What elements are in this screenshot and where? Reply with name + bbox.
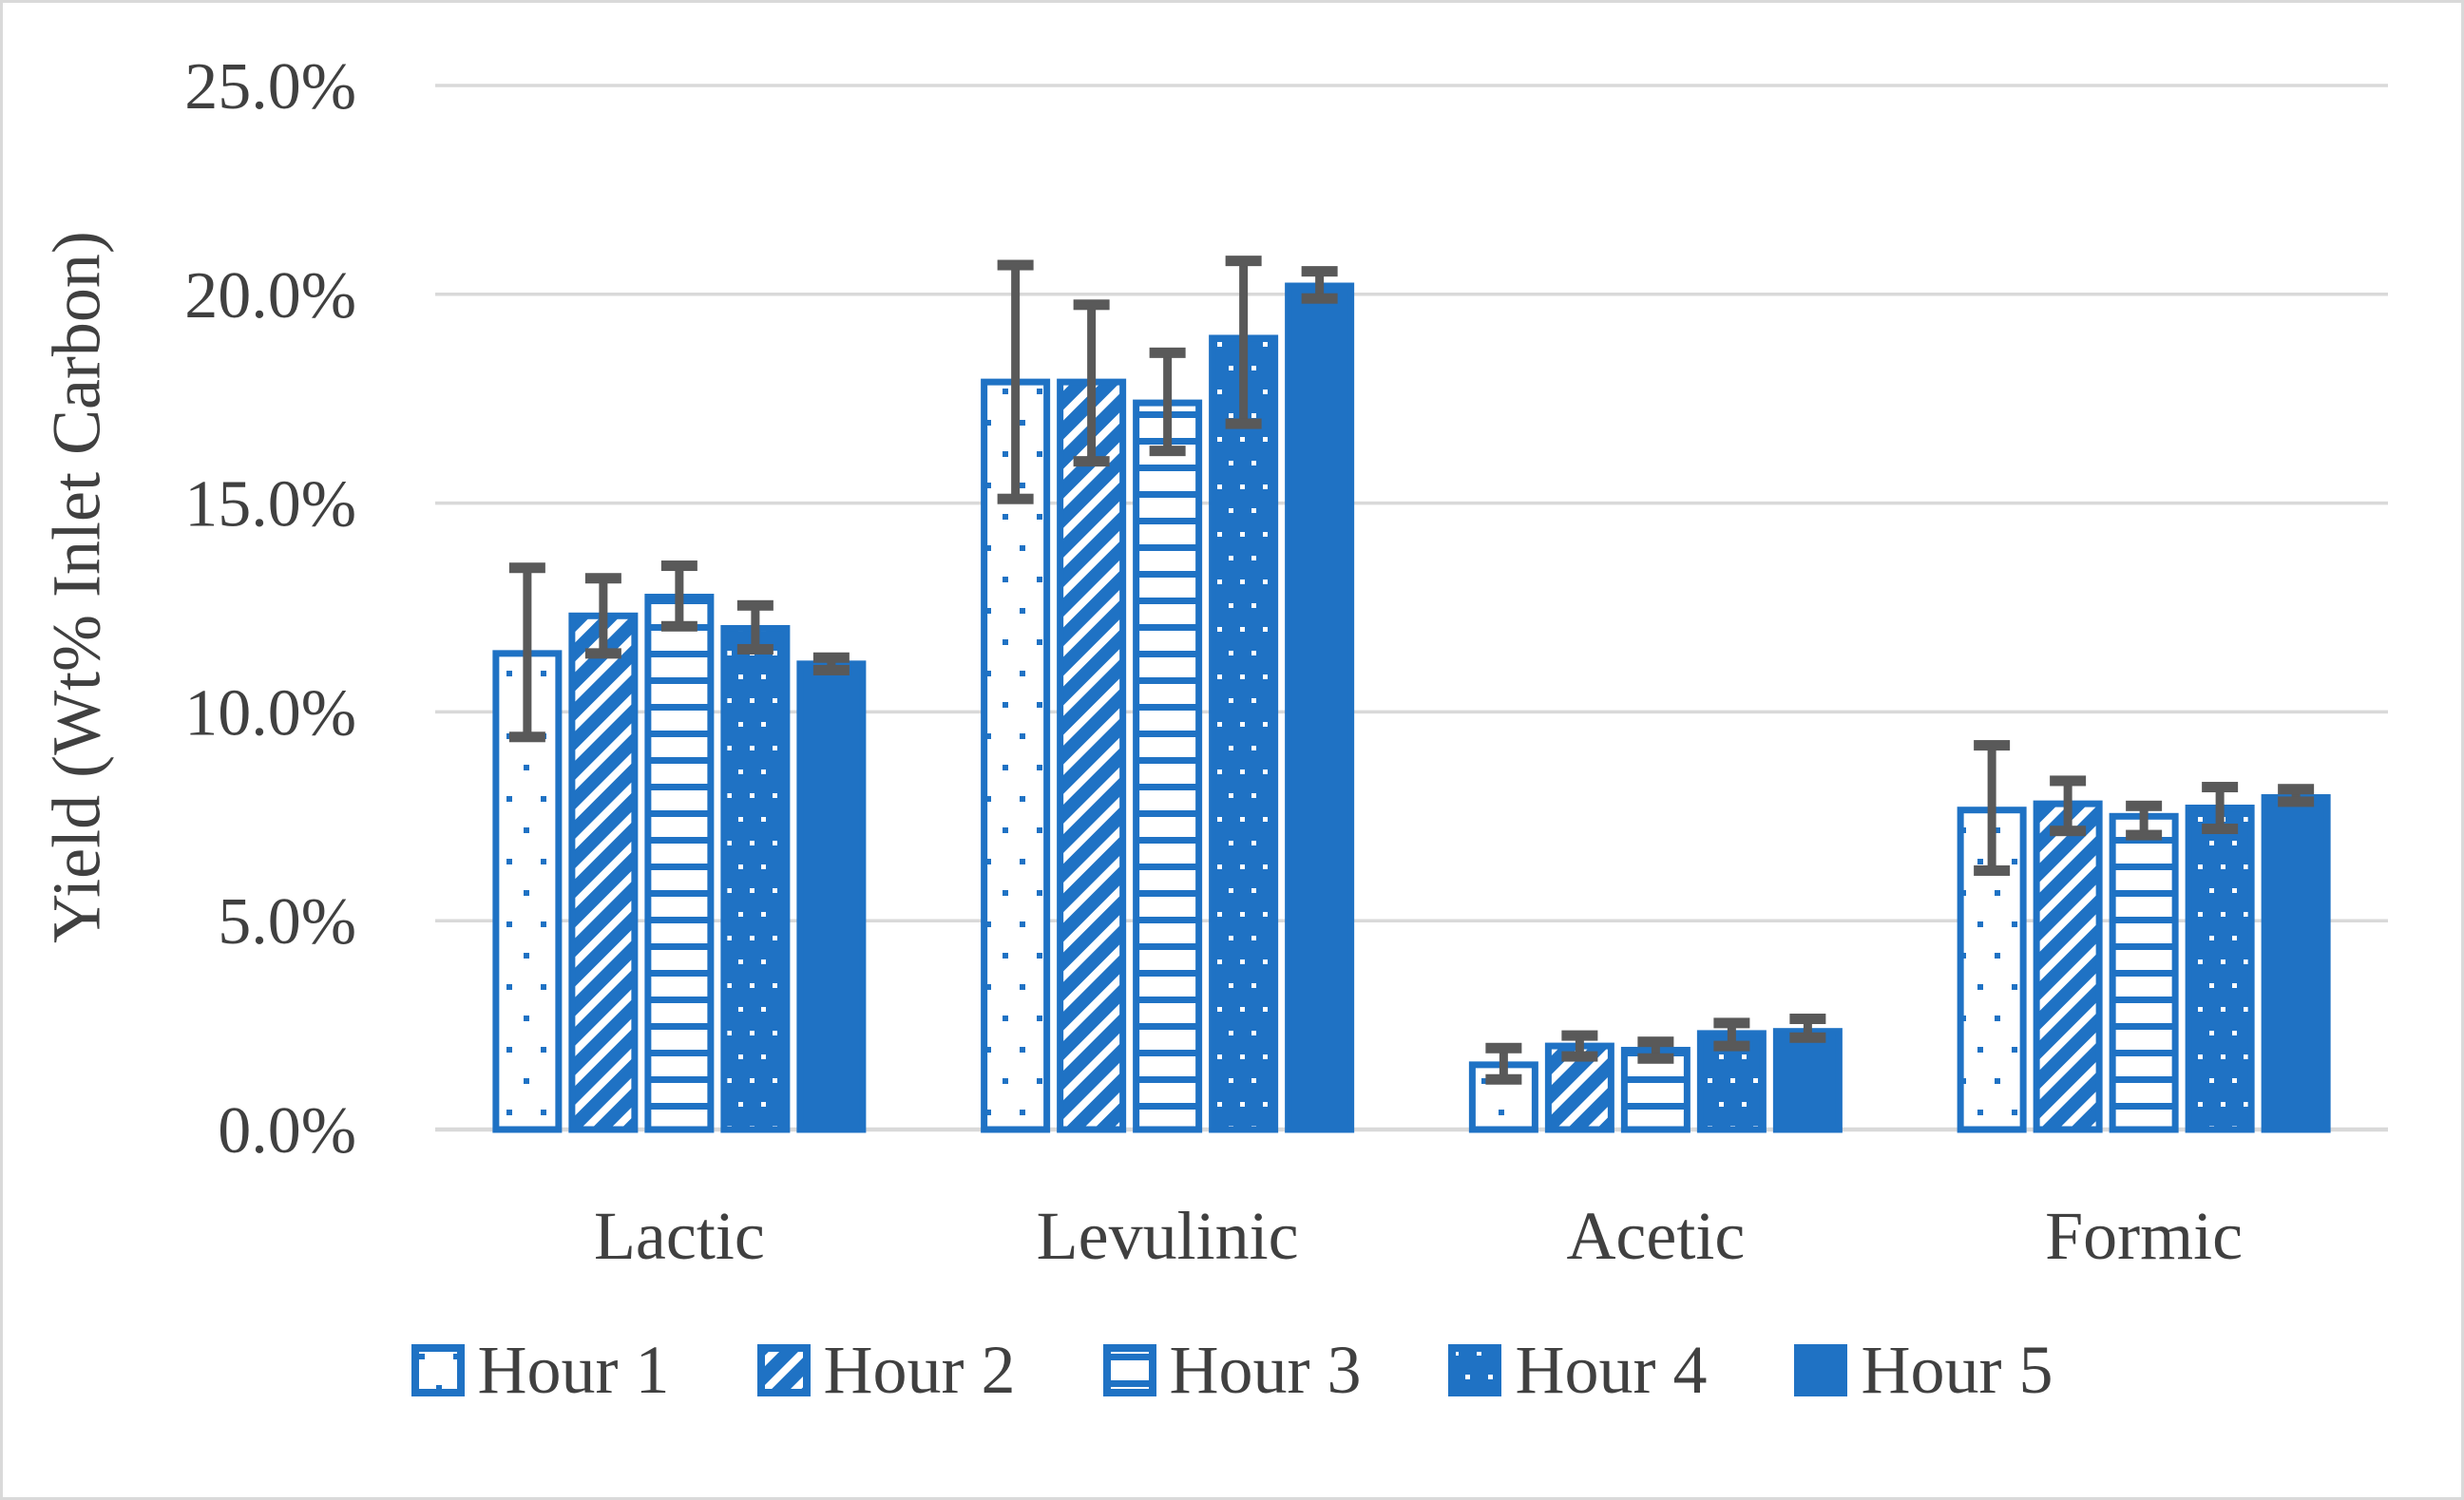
category-label-formic: Formic (2045, 1198, 2243, 1274)
error-bar-formic-hour-5 (2278, 784, 2315, 807)
error-bar-formic-hour-2 (2050, 775, 2087, 837)
error-bar-levulinic-hour-1 (997, 259, 1034, 504)
error-bar-levulinic-hour-4 (1225, 256, 1262, 429)
legend-label: Hour 5 (1861, 1332, 2053, 1408)
error-bar-lactic-hour-5 (812, 652, 850, 675)
legend-item-hour-1: Hour 1 (411, 1331, 670, 1410)
error-bar-lactic-hour-2 (584, 573, 621, 659)
y-tick-label-25.0%: 25.0% (184, 50, 356, 123)
bar-levulinic-hour-2 (1057, 378, 1127, 1133)
bar-levulinic-hour-4 (1209, 334, 1279, 1133)
bar-chart-svg: Lactic Levulinic Acetic Formic 0.0% 5.0% 10.0%… (184, 50, 2388, 1274)
error-bar-formic-hour-4 (2202, 782, 2239, 834)
legend-swatch-sparse-dots (411, 1344, 465, 1396)
error-bar-formic-hour-3 (2126, 800, 2163, 841)
y-tick-label-5.0%: 5.0% (218, 885, 356, 959)
bar-formic-hour-4 (2185, 805, 2255, 1133)
bar-lactic-hour-4 (720, 624, 791, 1133)
y-tick-label-20.0%: 20.0% (184, 259, 356, 332)
error-bar-lactic-hour-3 (660, 560, 697, 632)
bar-levulinic-hour-1 (981, 378, 1051, 1133)
bar-acetic-hour-5 (1772, 1028, 1843, 1133)
error-bar-levulinic-hour-2 (1073, 299, 1110, 467)
bar-formic-hour-5 (2261, 794, 2331, 1133)
legend-item-hour-3: Hour 3 (1102, 1331, 1362, 1410)
y-tick-label-10.0%: 10.0% (184, 676, 356, 750)
error-bar-acetic-hour-5 (1789, 1014, 1826, 1043)
legend-item-hour-4: Hour 4 (1448, 1331, 1707, 1410)
bar-lactic-hour-2 (568, 612, 639, 1133)
error-bar-lactic-hour-4 (736, 599, 774, 655)
legend-label: Hour 4 (1515, 1332, 1708, 1408)
legend-label: Hour 1 (477, 1332, 670, 1408)
y-tick-label-0.0%: 0.0% (218, 1094, 356, 1168)
error-bar-acetic-hour-1 (1485, 1042, 1522, 1085)
error-bar-lactic-hour-1 (508, 562, 545, 743)
category-label-levulinic: Levulinic (1037, 1198, 1299, 1274)
category-label-lactic: Lactic (594, 1198, 765, 1274)
legend-label: Hour 3 (1169, 1332, 1362, 1408)
legend-item-hour-5: Hour 5 (1794, 1331, 2053, 1410)
legend-label: Hour 2 (823, 1332, 1016, 1408)
error-bar-levulinic-hour-5 (1301, 266, 1338, 304)
error-bar-acetic-hour-4 (1713, 1017, 1750, 1052)
legend-swatch-solid (1794, 1344, 1848, 1396)
bar-formic-hour-3 (2109, 812, 2179, 1133)
bar-lactic-hour-5 (796, 660, 867, 1133)
bar-lactic-hour-3 (644, 594, 715, 1133)
error-bar-acetic-hour-3 (1637, 1036, 1674, 1064)
error-bar-levulinic-hour-3 (1149, 347, 1186, 457)
bar-levulinic-hour-5 (1285, 282, 1355, 1133)
y-tick-label-15.0%: 15.0% (184, 468, 356, 541)
category-label-acetic: Acetic (1566, 1198, 1745, 1274)
error-bar-formic-hour-1 (1974, 740, 2011, 876)
bar-levulinic-hour-3 (1133, 399, 1203, 1133)
legend-swatch-dense-white-dots (1448, 1344, 1502, 1396)
bar-formic-hour-2 (2033, 800, 2103, 1133)
legend-swatch-horizontal-lines (1102, 1344, 1156, 1396)
legend-swatch-diagonal-hatch (756, 1344, 811, 1396)
error-bar-acetic-hour-2 (1561, 1030, 1598, 1062)
legend-item-hour-2: Hour 2 (756, 1331, 1016, 1410)
chart-legend: Hour 1 Hour 2 Hour 3 Hour 4 Hour 5 (3, 1331, 2461, 1410)
